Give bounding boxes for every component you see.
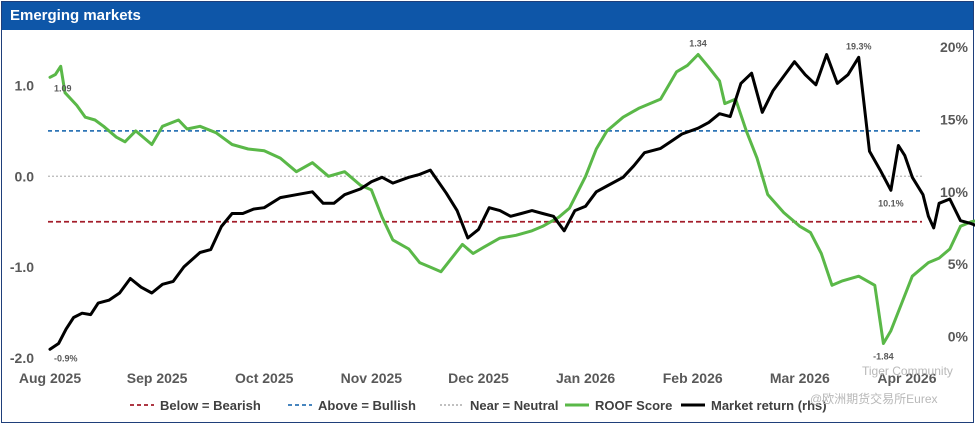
legend-label-2: Above = Bullish	[318, 398, 416, 413]
x-axis-tick: Oct 2025	[235, 370, 294, 386]
chart-header: Emerging markets	[2, 2, 973, 30]
watermark-line1: Tiger Community	[862, 364, 953, 378]
legend-label-1: Below = Bearish	[160, 398, 261, 413]
chart-title: Emerging markets	[10, 7, 141, 24]
x-axis-tick: Nov 2025	[341, 370, 403, 386]
data-label: 1.09	[54, 83, 72, 93]
x-axis-tick: Feb 2026	[663, 370, 723, 386]
x-axis-tick: Apr 2026	[877, 370, 936, 386]
right-axis-tick: 5%	[948, 256, 969, 272]
x-axis-tick: Jan 2026	[556, 370, 615, 386]
data-label: 19.3%	[846, 41, 872, 51]
roof-score-line	[48, 53, 975, 345]
legend-label-4: ROOF Score	[595, 398, 672, 413]
legend-label-5: Market return (rhs)	[711, 398, 827, 413]
x-axis-tick: Sep 2025	[127, 370, 188, 386]
right-axis-tick: 0%	[948, 328, 969, 344]
legend-label-3: Near = Neutral	[470, 398, 559, 413]
left-axis-tick: 1.0	[15, 77, 35, 93]
x-axis-tick: Dec 2025	[448, 370, 509, 386]
data-label: -0.9%	[54, 353, 78, 363]
x-axis-tick: Aug 2025	[19, 370, 81, 386]
watermark-line2: @欧洲期货交易所Eurex	[810, 391, 938, 406]
right-axis-tick: 10%	[940, 184, 969, 200]
left-axis-tick: -1.0	[10, 259, 34, 275]
left-axis-tick: 0.0	[15, 168, 35, 184]
data-label: 10.1%	[878, 198, 904, 208]
right-axis-tick: 15%	[940, 112, 969, 128]
market-return-line	[48, 53, 975, 351]
left-axis-tick: -2.0	[10, 350, 34, 366]
right-axis-tick: 20%	[940, 39, 969, 55]
data-label: -1.84	[873, 351, 894, 361]
data-label: 1.34	[689, 39, 707, 49]
x-axis-tick: Mar 2026	[770, 370, 830, 386]
